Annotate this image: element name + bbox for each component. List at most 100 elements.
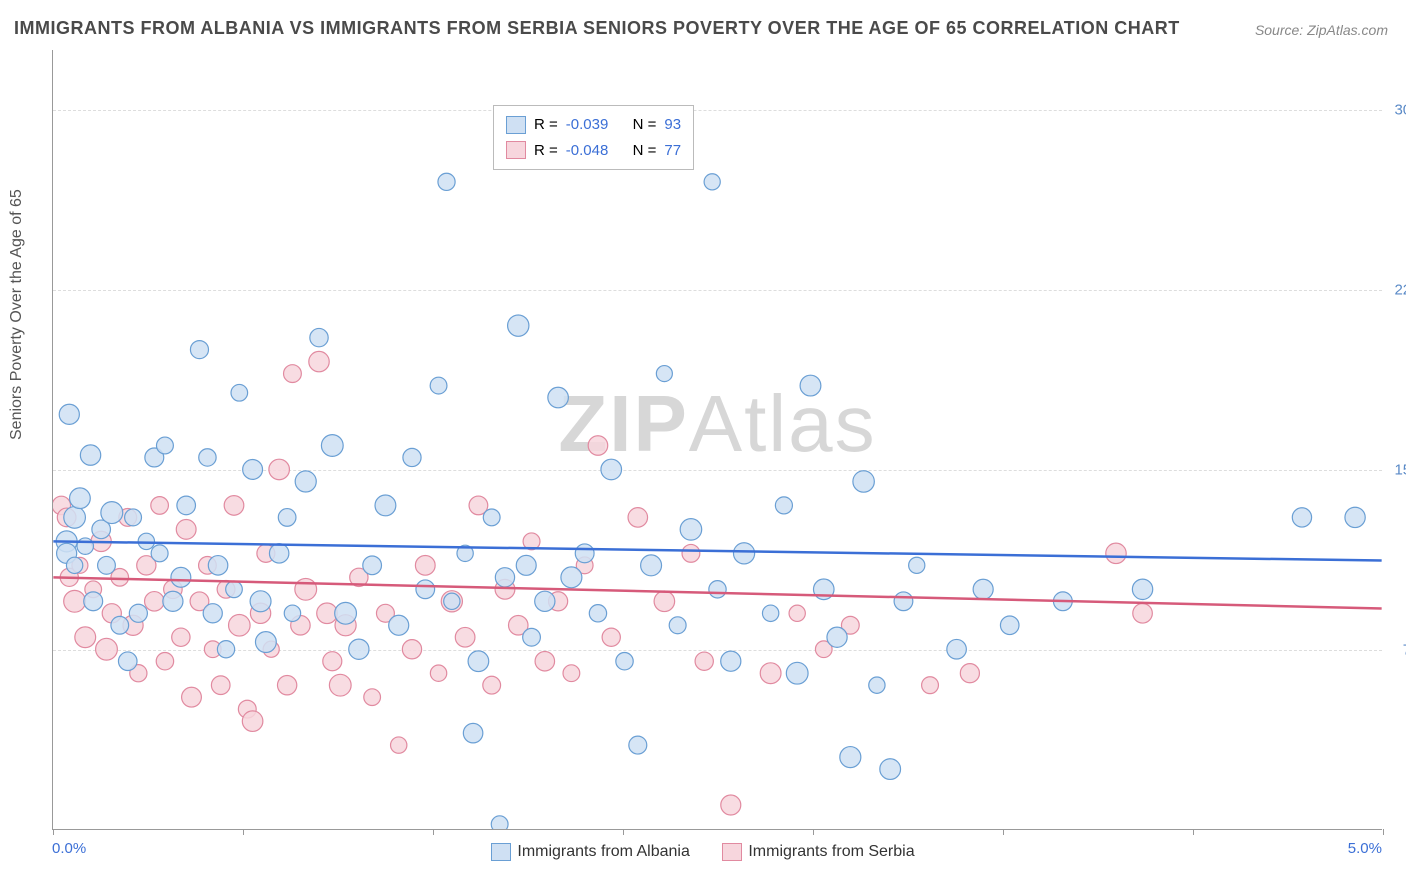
swatch-serbia-bottom xyxy=(722,843,742,861)
data-point xyxy=(101,502,123,524)
data-point xyxy=(64,590,86,612)
data-point xyxy=(444,593,460,609)
data-point xyxy=(709,581,726,598)
data-point xyxy=(375,495,396,516)
data-point xyxy=(516,555,536,575)
data-point xyxy=(321,435,343,457)
data-point xyxy=(172,628,190,646)
data-point xyxy=(363,556,382,575)
x-tick xyxy=(1003,829,1004,835)
legend-r-label-1: R = xyxy=(534,138,558,164)
data-point xyxy=(96,638,118,660)
x-tick xyxy=(243,829,244,835)
y-tick-label: 15.0% xyxy=(1394,462,1406,479)
data-point xyxy=(869,677,885,693)
data-point xyxy=(182,687,202,707)
data-point xyxy=(177,496,196,515)
legend-item-serbia: Immigrants from Serbia xyxy=(722,843,914,861)
correlation-legend: R = -0.039 N = 93 R = -0.048 N = 77 xyxy=(493,105,694,170)
data-point xyxy=(523,628,541,646)
trend-line xyxy=(53,541,1381,560)
data-point xyxy=(880,759,901,780)
data-point xyxy=(138,533,154,549)
data-point xyxy=(364,689,381,706)
data-point xyxy=(278,509,296,527)
legend-row-serbia: R = -0.048 N = 77 xyxy=(506,138,681,164)
data-point xyxy=(602,628,620,646)
legend-label-serbia: Immigrants from Serbia xyxy=(748,843,914,861)
data-point xyxy=(1132,579,1152,599)
plot-area: ZIPAtlas R = -0.039 N = 93 R = -0.048 N … xyxy=(52,50,1382,830)
data-point xyxy=(323,652,342,671)
data-point xyxy=(800,375,821,396)
data-point xyxy=(211,676,230,695)
data-point xyxy=(909,557,925,573)
data-point xyxy=(250,591,271,612)
data-point xyxy=(70,488,91,509)
scatter-canvas xyxy=(53,50,1382,829)
x-tick xyxy=(623,829,624,835)
data-point xyxy=(335,602,357,624)
data-point xyxy=(203,604,222,623)
data-point xyxy=(894,592,913,611)
data-point xyxy=(224,496,244,516)
x-tick xyxy=(813,829,814,835)
data-point xyxy=(84,592,103,611)
data-point xyxy=(827,627,847,647)
data-point xyxy=(295,471,316,492)
data-point xyxy=(704,174,720,190)
data-point xyxy=(403,448,421,466)
data-point xyxy=(402,640,421,659)
data-point xyxy=(80,445,100,465)
data-point xyxy=(217,641,234,658)
legend-n-label-0: N = xyxy=(633,112,657,138)
data-point xyxy=(483,509,500,526)
data-point xyxy=(762,605,778,621)
legend-r-value-0: -0.039 xyxy=(566,112,609,138)
data-point xyxy=(415,555,435,575)
data-point xyxy=(654,591,675,612)
data-point xyxy=(721,651,741,671)
data-point xyxy=(125,509,142,526)
x-tick xyxy=(53,829,54,835)
data-point xyxy=(59,404,79,424)
series-legend: Immigrants from Albania Immigrants from … xyxy=(0,843,1406,866)
data-point xyxy=(430,665,446,681)
data-point xyxy=(455,627,475,647)
data-point xyxy=(156,652,173,669)
data-point xyxy=(389,615,409,635)
data-point xyxy=(628,508,648,528)
data-point xyxy=(284,605,300,621)
data-point xyxy=(960,664,979,683)
data-point xyxy=(840,747,861,768)
legend-item-albania: Immigrants from Albania xyxy=(491,843,690,861)
data-point xyxy=(77,538,93,554)
data-point xyxy=(284,365,302,383)
data-point xyxy=(721,795,741,815)
data-point xyxy=(695,652,713,670)
swatch-albania-bottom xyxy=(491,843,511,861)
data-point xyxy=(295,578,317,600)
data-point xyxy=(1106,543,1126,563)
legend-n-value-1: 77 xyxy=(664,138,681,164)
data-point xyxy=(616,653,633,670)
y-axis-label: Seniors Poverty Over the Age of 65 xyxy=(8,189,26,440)
data-point xyxy=(775,497,792,514)
data-point xyxy=(199,449,216,466)
legend-row-albania: R = -0.039 N = 93 xyxy=(506,112,681,138)
swatch-serbia xyxy=(506,141,526,159)
x-tick xyxy=(433,829,434,835)
swatch-albania xyxy=(506,116,526,134)
data-point xyxy=(243,460,263,480)
data-point xyxy=(947,639,967,659)
data-point xyxy=(853,471,874,492)
data-point xyxy=(491,816,508,829)
data-point xyxy=(231,384,248,401)
data-point xyxy=(1133,603,1153,623)
data-point xyxy=(242,711,263,732)
data-point xyxy=(190,341,208,359)
legend-label-albania: Immigrants from Albania xyxy=(517,843,690,861)
data-point xyxy=(66,557,82,573)
x-tick xyxy=(1383,829,1384,835)
data-point xyxy=(1345,507,1365,527)
